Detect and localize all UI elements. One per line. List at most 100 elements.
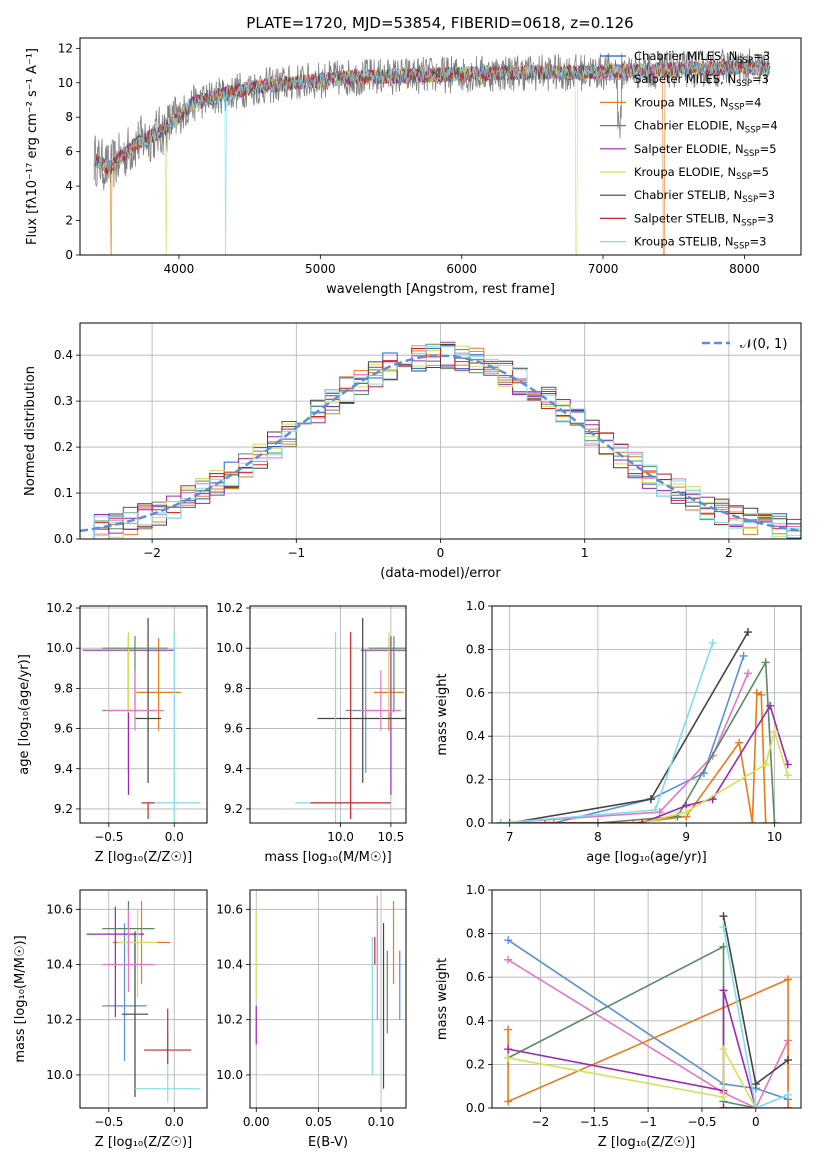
- age-vs-mass-plot-area: [295, 618, 406, 823]
- mass-weight-vs-Z-ytick-label: 0.2: [466, 1057, 485, 1071]
- legend-entry: Kroupa STELIB, NSSP=3: [634, 235, 766, 252]
- mass-weight-vs-Z-frame: [491, 889, 802, 1109]
- residual-hist-axes: −2 −1 0 1 2 0.0 0.1 0.2 0.3 0.4 (data-model)/error…: [23, 322, 802, 581]
- mass-weight-vs-Z-series-marker: [504, 936, 513, 945]
- mass-weight-vs-age-series-marker: [646, 795, 655, 804]
- mass-vs-EBV-axes: 0.00 0.05 0.10 10.0 10.2 10.4 10.6 E(B-V): [216, 889, 407, 1150]
- age-vs-mass-errorbar-point: [360, 670, 401, 731]
- age-vs-mass-errorbar-point: [310, 632, 391, 819]
- mass-vs-Z-ytick-label: 10.2: [46, 1013, 73, 1027]
- mass-weight-vs-age-series-marker: [783, 771, 792, 780]
- spectrum-ytick-label: 6: [65, 145, 73, 159]
- mass-weight-vs-age-series-marker: [549, 819, 558, 823]
- age-vs-mass-errorbar-point: [368, 636, 406, 713]
- mass-vs-Z-xtick-label: −0.5: [94, 1115, 123, 1129]
- mass-weight-vs-Z-xtick-label: −1: [639, 1115, 657, 1129]
- age-vs-Z-errorbar-point: [134, 618, 162, 783]
- mass-vs-Z-xtick-label: 0.0: [165, 1115, 184, 1129]
- age-vs-mass-ytick-label: 9.6: [224, 722, 243, 736]
- age-vs-Z-xtick-label: 0.0: [165, 830, 184, 844]
- legend-entry: Chabrier ELODIE, NSSP=4: [634, 119, 778, 136]
- spectrum-ytick-label: 12: [58, 41, 73, 55]
- residual-hist-ytick-label: 0.3: [54, 394, 73, 408]
- mass-weight-vs-Z-ylabel: mass weight: [435, 958, 450, 1040]
- mass-weight-vs-age-series-line: [553, 691, 767, 823]
- mass-weight-vs-age-series-line: [500, 642, 714, 823]
- mass-weight-vs-age-ytick-label: 0.2: [466, 773, 485, 787]
- residual-histogram-step: [93, 345, 788, 539]
- spectrum-xtick-label: 5000: [305, 262, 336, 276]
- mass-vs-EBV-xtick-label: 0.10: [368, 1115, 395, 1129]
- age-vs-Z-axes: −0.5 0.0 9.2 9.4 9.6 9.8 10.0 10.2 Z [log₁₀(Z/Z☉…: [17, 601, 208, 865]
- spectrum-xlabel: wavelength [Angstrom, rest frame]: [326, 282, 555, 297]
- mass-weight-vs-Z-series-marker: [504, 1045, 513, 1054]
- residual-hist-xlabel: (data-model)/error: [380, 566, 501, 581]
- mass-weight-vs-Z-ytick-label: 0.8: [466, 927, 485, 941]
- mass-weight-vs-age-series-marker: [651, 805, 660, 814]
- mass-vs-EBV-ytick-label: 10.4: [216, 958, 243, 972]
- legend-entry: Salpeter MILES, NSSP=3: [634, 72, 769, 89]
- mass-weight-vs-Z-series-marker: [504, 1097, 513, 1106]
- mass-weight-vs-age-series-marker: [739, 651, 748, 660]
- mass-weight-vs-Z-xtick-label: −1.5: [580, 1115, 609, 1129]
- mass-weight-vs-Z-series-marker: [504, 1053, 513, 1062]
- mass-weight-vs-Z-series-marker: [504, 955, 513, 964]
- mass-weight-vs-Z-xtick-label: 0: [752, 1115, 760, 1129]
- mass-vs-Z-errorbar-point: [117, 909, 158, 998]
- mass-weight-vs-Z-plot-area: [504, 912, 793, 1108]
- mass-weight-vs-Z-series-line: [507, 990, 757, 1108]
- age-vs-mass-xtick-label: 10.0: [327, 830, 354, 844]
- model-spectrum-line: [93, 59, 770, 255]
- mass-weight-vs-Z-series-marker: [504, 1025, 513, 1034]
- mass-weight-vs-Z-series-marker: [719, 1093, 728, 1102]
- mass-weight-vs-Z-ytick-label: 0.4: [466, 1014, 485, 1028]
- mass-weight-vs-age-series-line: [509, 631, 749, 823]
- mass-weight-vs-age-xtick-label: 7: [506, 830, 514, 844]
- mass-weight-vs-age-series-marker: [748, 819, 757, 823]
- age-vs-mass-ytick-label: 10.2: [216, 601, 243, 615]
- age-vs-Z-ylabel: age [log₁₀(age/yr)]: [17, 654, 32, 775]
- age-vs-mass-ytick-label: 9.2: [224, 802, 243, 816]
- mass-vs-Z-xlabel: Z [log₁₀(Z/Z☉)]: [95, 1135, 192, 1150]
- mass-vs-EBV-xtick-label: 0.05: [305, 1115, 332, 1129]
- mass-weight-vs-age-ytick-label: 0.0: [466, 816, 485, 830]
- age-vs-mass-ytick-label: 9.8: [224, 681, 243, 695]
- normal-curve-line: [80, 354, 801, 533]
- mass-weight-vs-Z-series-marker: [751, 1080, 760, 1089]
- mass-weight-vs-age-series-marker: [757, 690, 766, 699]
- age-vs-mass-xtick-label: 10.5: [378, 830, 405, 844]
- age-vs-mass-errorbar-point: [345, 650, 386, 773]
- figure-title: PLATE=1720, MJD=53854, FIBERID=0618, z=0…: [246, 14, 633, 32]
- legend-entry: Chabrier STELIB, NSSP=3: [634, 188, 775, 205]
- mass-weight-vs-age-series-marker: [593, 819, 602, 823]
- spectrum-frame: [79, 37, 802, 256]
- mass-weight-vs-age-ylabel: mass weight: [435, 673, 450, 755]
- age-vs-Z-errorbar-point: [106, 670, 164, 731]
- mass-vs-Z-plot-area: [86, 901, 201, 1103]
- mass-weight-vs-age-series-marker: [761, 819, 770, 823]
- mass-weight-vs-age-series-marker: [770, 727, 779, 736]
- spectrum-xtick-label: 8000: [729, 262, 760, 276]
- mass-vs-Z-ytick-label: 10.4: [46, 958, 73, 972]
- mass-weight-vs-age-ytick-label: 0.6: [466, 686, 485, 700]
- mass-weight-vs-age-series-marker: [752, 688, 761, 697]
- age-vs-Z-ytick-label: 10.2: [46, 601, 73, 615]
- spectrum-ytick-label: 8: [65, 110, 73, 124]
- mass-vs-EBV-xlabel: E(B-V): [308, 1135, 348, 1150]
- mass-weight-vs-Z-series-marker: [751, 1104, 760, 1108]
- mass-weight-vs-age-series-line: [500, 672, 749, 823]
- mass-weight-vs-Z-xtick-label: −0.5: [687, 1115, 716, 1129]
- mass-vs-EBV-xtick-label: 0.00: [243, 1115, 270, 1129]
- mass-vs-Z-errorbar-point: [144, 1008, 192, 1064]
- mass-vs-Z-ytick-label: 10.0: [46, 1068, 73, 1082]
- mass-weight-vs-Z-ytick-label: 0.6: [466, 970, 485, 984]
- age-vs-Z-ytick-label: 9.2: [54, 802, 73, 816]
- mass-vs-Z-errorbar-point: [102, 909, 155, 993]
- mass-weight-vs-Z-series-marker: [719, 942, 728, 951]
- legend-entry: Chabrier MILES, NSSP=3: [634, 49, 770, 66]
- mass-weight-vs-Z-series-marker: [784, 1104, 793, 1108]
- age-vs-mass-frame: [249, 605, 407, 824]
- residual-hist-xtick-label: 0: [437, 546, 445, 560]
- mass-vs-Z-errorbar-point: [102, 923, 147, 1062]
- spectrum-ytick-label: 2: [65, 214, 73, 228]
